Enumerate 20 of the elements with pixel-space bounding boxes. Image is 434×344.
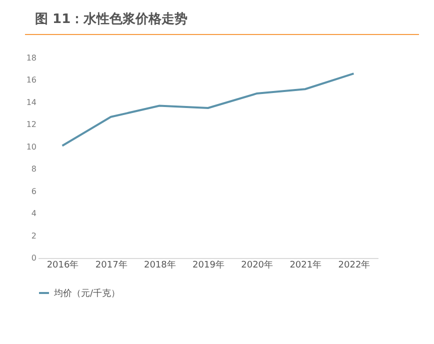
y-tick-label: 12 <box>26 120 36 130</box>
x-tick-label: 2018年 <box>144 260 176 270</box>
y-tick-label: 8 <box>31 164 36 174</box>
x-tick-label: 2021年 <box>290 260 322 270</box>
y-tick-label: 2 <box>31 231 36 240</box>
y-tick-label: 16 <box>26 76 36 85</box>
chart-title: 图 11：水性色浆价格走势 <box>25 10 419 35</box>
x-tick-label: 2022年 <box>338 260 370 270</box>
y-tick-label: 14 <box>26 98 36 107</box>
y-tick-label: 18 <box>26 54 36 62</box>
x-tick-label: 2017年 <box>95 260 128 270</box>
x-tick-label: 2019年 <box>192 260 224 270</box>
y-tick-label: 6 <box>31 186 36 196</box>
x-tick-label: 2016年 <box>46 260 79 270</box>
x-tick-label: 2020年 <box>241 260 274 270</box>
line-series <box>61 72 355 147</box>
y-tick-label: 10 <box>26 142 36 152</box>
y-tick-label: 4 <box>31 209 36 218</box>
legend-label: 均价（元/千克） <box>53 288 120 299</box>
y-tick-label: 0 <box>31 254 36 262</box>
